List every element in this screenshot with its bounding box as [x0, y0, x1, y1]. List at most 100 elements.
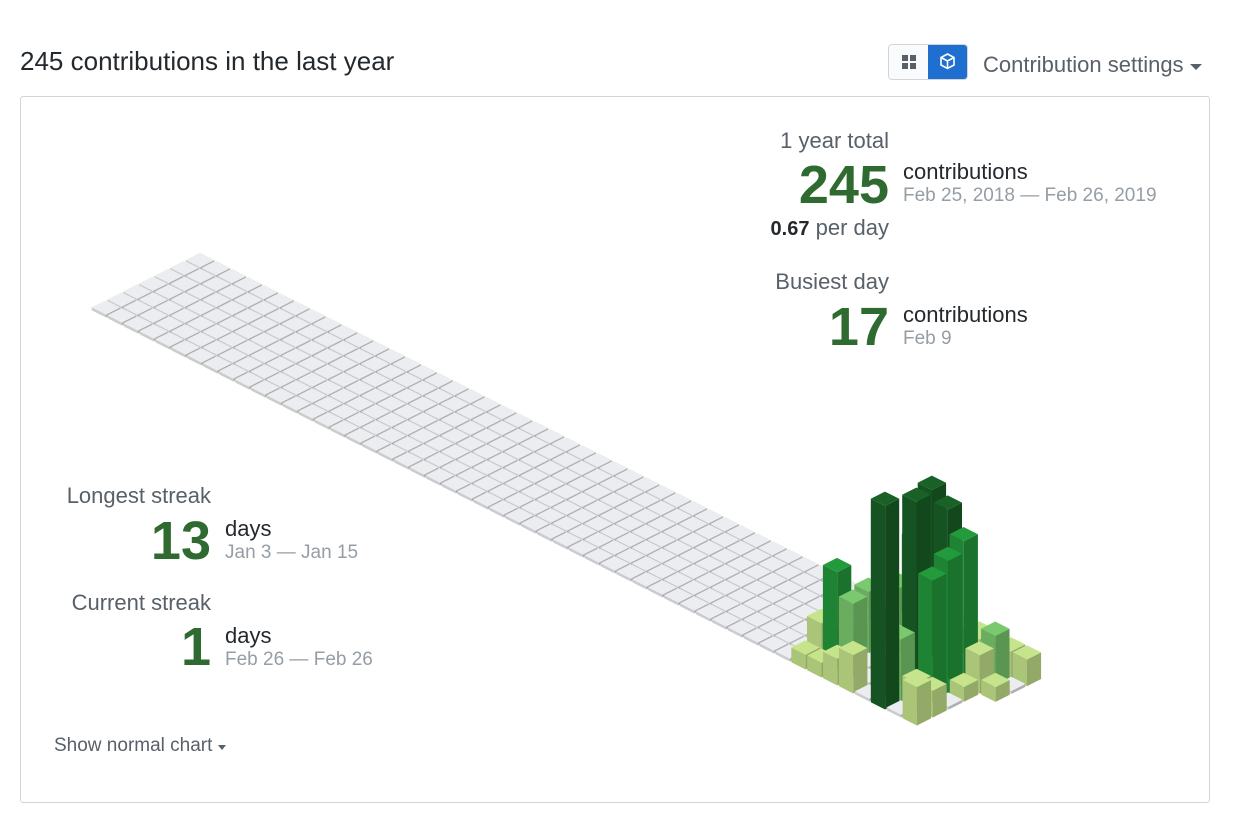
- cube-left: [791, 647, 806, 670]
- cube-top: [393, 388, 422, 403]
- cube-top: [678, 500, 708, 516]
- cube-top: [822, 557, 852, 573]
- cube-top: [568, 540, 598, 555]
- cube-top: [234, 308, 263, 323]
- cube-top: [1012, 645, 1042, 660]
- busiest-count: 17: [828, 297, 889, 357]
- cube-top: [457, 484, 486, 499]
- current-label: Current streak: [71, 590, 211, 615]
- cube-top: [599, 492, 629, 507]
- cube-top: [329, 324, 358, 340]
- cube-top: [902, 672, 931, 688]
- cube-top: [424, 372, 453, 388]
- cube-left: [632, 579, 647, 590]
- cube-top: [536, 524, 566, 539]
- cube-top: [457, 452, 486, 467]
- cube-top: [567, 476, 597, 491]
- cube-top: [154, 268, 183, 283]
- cube-top: [536, 460, 565, 475]
- cube-top: [647, 516, 676, 531]
- cube-top: [680, 596, 709, 611]
- cube-top: [202, 324, 231, 339]
- cube-top: [503, 412, 533, 428]
- cube-top: [520, 484, 549, 499]
- current-unit: days: [225, 623, 272, 648]
- cube-top: [217, 284, 247, 299]
- cube-top: [408, 380, 438, 395]
- cube-top: [377, 412, 406, 427]
- cube-left: [743, 635, 758, 646]
- cube-top: [743, 596, 772, 611]
- cube-top: [488, 436, 517, 451]
- cube-top: [297, 308, 326, 324]
- cube-top: [345, 380, 374, 395]
- cube-top: [505, 508, 534, 523]
- cube-top: [552, 500, 581, 515]
- cube-top: [249, 300, 279, 315]
- cube-top: [552, 468, 581, 483]
- cube-left: [266, 395, 281, 406]
- cube-top: [456, 388, 485, 404]
- cube-top: [710, 532, 740, 547]
- cube-top: [249, 284, 278, 300]
- cube-left: [298, 411, 313, 422]
- cube-top: [170, 276, 199, 291]
- cube-top: [488, 420, 517, 435]
- cube-top: [282, 364, 311, 379]
- cube-top: [186, 284, 215, 299]
- cube-top: [472, 444, 502, 459]
- day-cube: [870, 491, 900, 710]
- total-unit: contributions: [903, 159, 1028, 184]
- iso-view-button[interactable]: [928, 45, 967, 79]
- cube-top: [758, 540, 787, 556]
- total-label: 1 year total: [780, 128, 889, 153]
- cube-top: [727, 588, 756, 603]
- cube-top: [457, 468, 486, 483]
- cube-top: [456, 436, 486, 451]
- cube-top: [313, 348, 342, 363]
- cube-top: [298, 404, 327, 419]
- cube-top: [281, 348, 311, 363]
- cube-top: [694, 508, 724, 524]
- cube-top: [123, 316, 152, 331]
- cube-top: [504, 460, 533, 475]
- cube-top: [171, 324, 200, 339]
- settings-menu[interactable]: Contribution settings: [983, 52, 1202, 78]
- cube-top: [218, 348, 248, 363]
- cube-top: [631, 540, 661, 555]
- view-toggle: [888, 44, 968, 80]
- cube-top: [155, 316, 184, 331]
- cube-top: [551, 436, 580, 452]
- cube-top: [314, 396, 343, 411]
- cube-top: [616, 548, 645, 563]
- toggle-link[interactable]: Show normal chart: [54, 735, 226, 757]
- cube-top: [711, 548, 740, 563]
- cube-top: [329, 372, 358, 387]
- cube-right: [964, 679, 979, 702]
- cube-top: [440, 428, 470, 443]
- cube-top: [727, 620, 757, 635]
- grid-view-button[interactable]: [889, 45, 928, 79]
- cube-left: [839, 647, 854, 694]
- cube-top: [425, 468, 454, 483]
- cube-top: [647, 484, 676, 500]
- cube-left: [536, 531, 552, 542]
- cube-left: [234, 379, 250, 390]
- cube-top: [552, 484, 581, 499]
- cube-top: [727, 572, 756, 587]
- cube-top: [695, 556, 724, 571]
- cube-top: [710, 516, 739, 532]
- cube-left: [123, 323, 138, 334]
- cube-top: [743, 628, 772, 643]
- cube-top: [202, 276, 231, 291]
- cube-right: [932, 573, 947, 702]
- day-cube: [839, 640, 868, 694]
- cube-top: [584, 548, 613, 563]
- cube-left: [886, 707, 901, 718]
- cube-top: [107, 292, 136, 307]
- cube-top: [202, 340, 232, 355]
- cube-top: [393, 420, 422, 435]
- cube-top: [440, 396, 469, 411]
- cube-top: [933, 495, 962, 510]
